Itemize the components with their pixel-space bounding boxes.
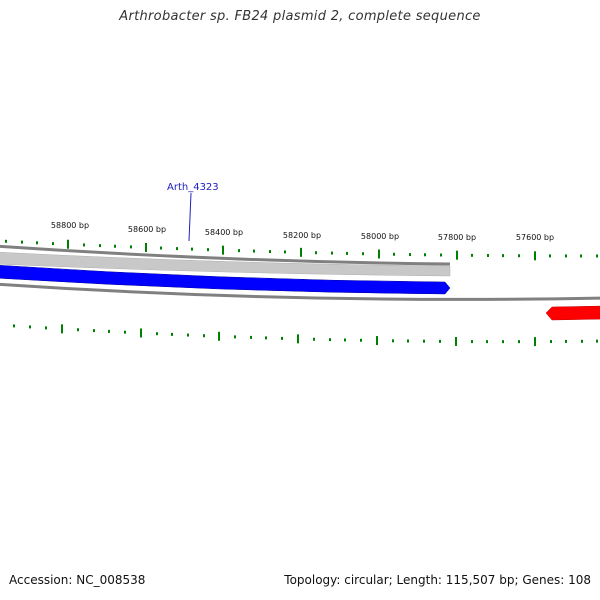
scale-label: 58000 bp xyxy=(361,232,399,241)
scale-label: 58400 bp xyxy=(205,228,243,237)
scale-label: 57600 bp xyxy=(516,233,554,242)
gene-callout-line xyxy=(188,192,192,242)
scale-label: 58600 bp xyxy=(128,225,166,234)
reverse-gene-arrow[interactable] xyxy=(545,305,600,321)
outer-tick-track xyxy=(5,239,598,261)
scale-label: 57800 bp xyxy=(438,233,476,242)
scale-label: 58800 bp xyxy=(51,221,89,230)
scale-label: 58200 bp xyxy=(283,231,321,240)
accession-text: Accession: NC_008538 xyxy=(9,573,146,587)
scale-labels: 58800 bp 58600 bp 58400 bp 58200 bp 58000 bp… xyxy=(51,221,554,242)
inner-tick-track xyxy=(13,324,598,347)
gene-arth-4323-arrow[interactable] xyxy=(0,265,451,295)
page-title: Arthrobacter sp. FB24 plasmid 2, complet… xyxy=(119,9,481,24)
gene-label-arth-4323[interactable]: Arth_4323 xyxy=(167,182,219,193)
gc-content-band xyxy=(0,252,451,277)
genome-summary-text: Topology: circular; Length: 115,507 bp; … xyxy=(284,573,591,587)
outer-backbone-line xyxy=(0,244,451,266)
inner-backbone-line xyxy=(0,282,600,301)
